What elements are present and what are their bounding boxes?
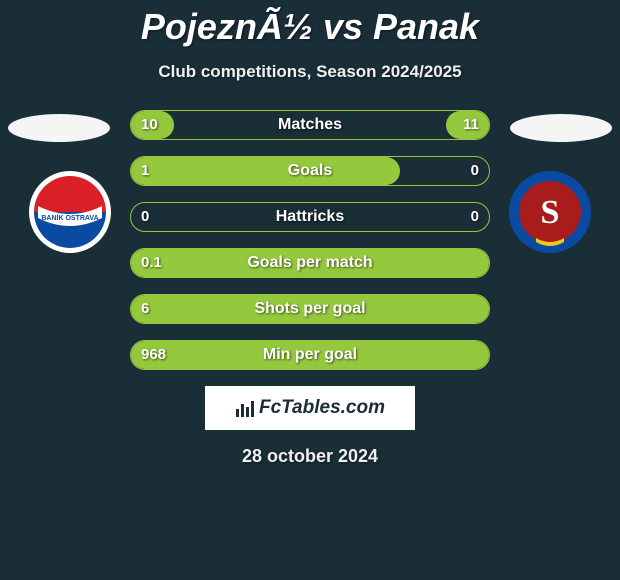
comparison-bars: 10Matches111Goals00Hattricks00.1Goals pe… bbox=[130, 110, 490, 370]
svg-text:BANÍK OSTRAVA: BANÍK OSTRAVA bbox=[41, 213, 98, 222]
subtitle: Club competitions, Season 2024/2025 bbox=[0, 62, 620, 82]
banik-ostrava-icon: BANÍK OSTRAVA bbox=[28, 170, 112, 254]
stat-bar: 1Goals0 bbox=[130, 156, 490, 186]
team-badge-right: S bbox=[508, 170, 592, 254]
stat-label: Goals bbox=[131, 157, 489, 184]
page-title: PojeznÃ½ vs Panak bbox=[0, 0, 620, 48]
stat-bar: 10Matches11 bbox=[130, 110, 490, 140]
comparison-content: BANÍK OSTRAVA S 10Matches111Goals00Hattr… bbox=[0, 110, 620, 467]
stat-bar: 0.1Goals per match bbox=[130, 248, 490, 278]
stat-bar: 968Min per goal bbox=[130, 340, 490, 370]
stat-bar: 0Hattricks0 bbox=[130, 202, 490, 232]
flag-ellipse-right bbox=[510, 114, 612, 142]
sparta-praha-icon: S bbox=[508, 170, 592, 254]
stat-label: Matches bbox=[131, 111, 489, 138]
stat-bar: 6Shots per goal bbox=[130, 294, 490, 324]
stat-label: Goals per match bbox=[131, 249, 489, 276]
fctables-brand: FcTables.com bbox=[205, 386, 415, 430]
stat-value-right: 0 bbox=[471, 157, 479, 184]
date-label: 28 october 2024 bbox=[0, 446, 620, 467]
stat-label: Min per goal bbox=[131, 341, 489, 368]
flag-ellipse-left bbox=[8, 114, 110, 142]
svg-text:S: S bbox=[541, 194, 560, 231]
brand-label: FcTables.com bbox=[259, 397, 385, 418]
stat-label: Hattricks bbox=[131, 203, 489, 230]
chart-icon bbox=[235, 398, 255, 418]
stat-value-right: 0 bbox=[471, 203, 479, 230]
stat-value-right: 11 bbox=[463, 111, 479, 138]
stat-label: Shots per goal bbox=[131, 295, 489, 322]
team-badge-left: BANÍK OSTRAVA bbox=[28, 170, 112, 254]
